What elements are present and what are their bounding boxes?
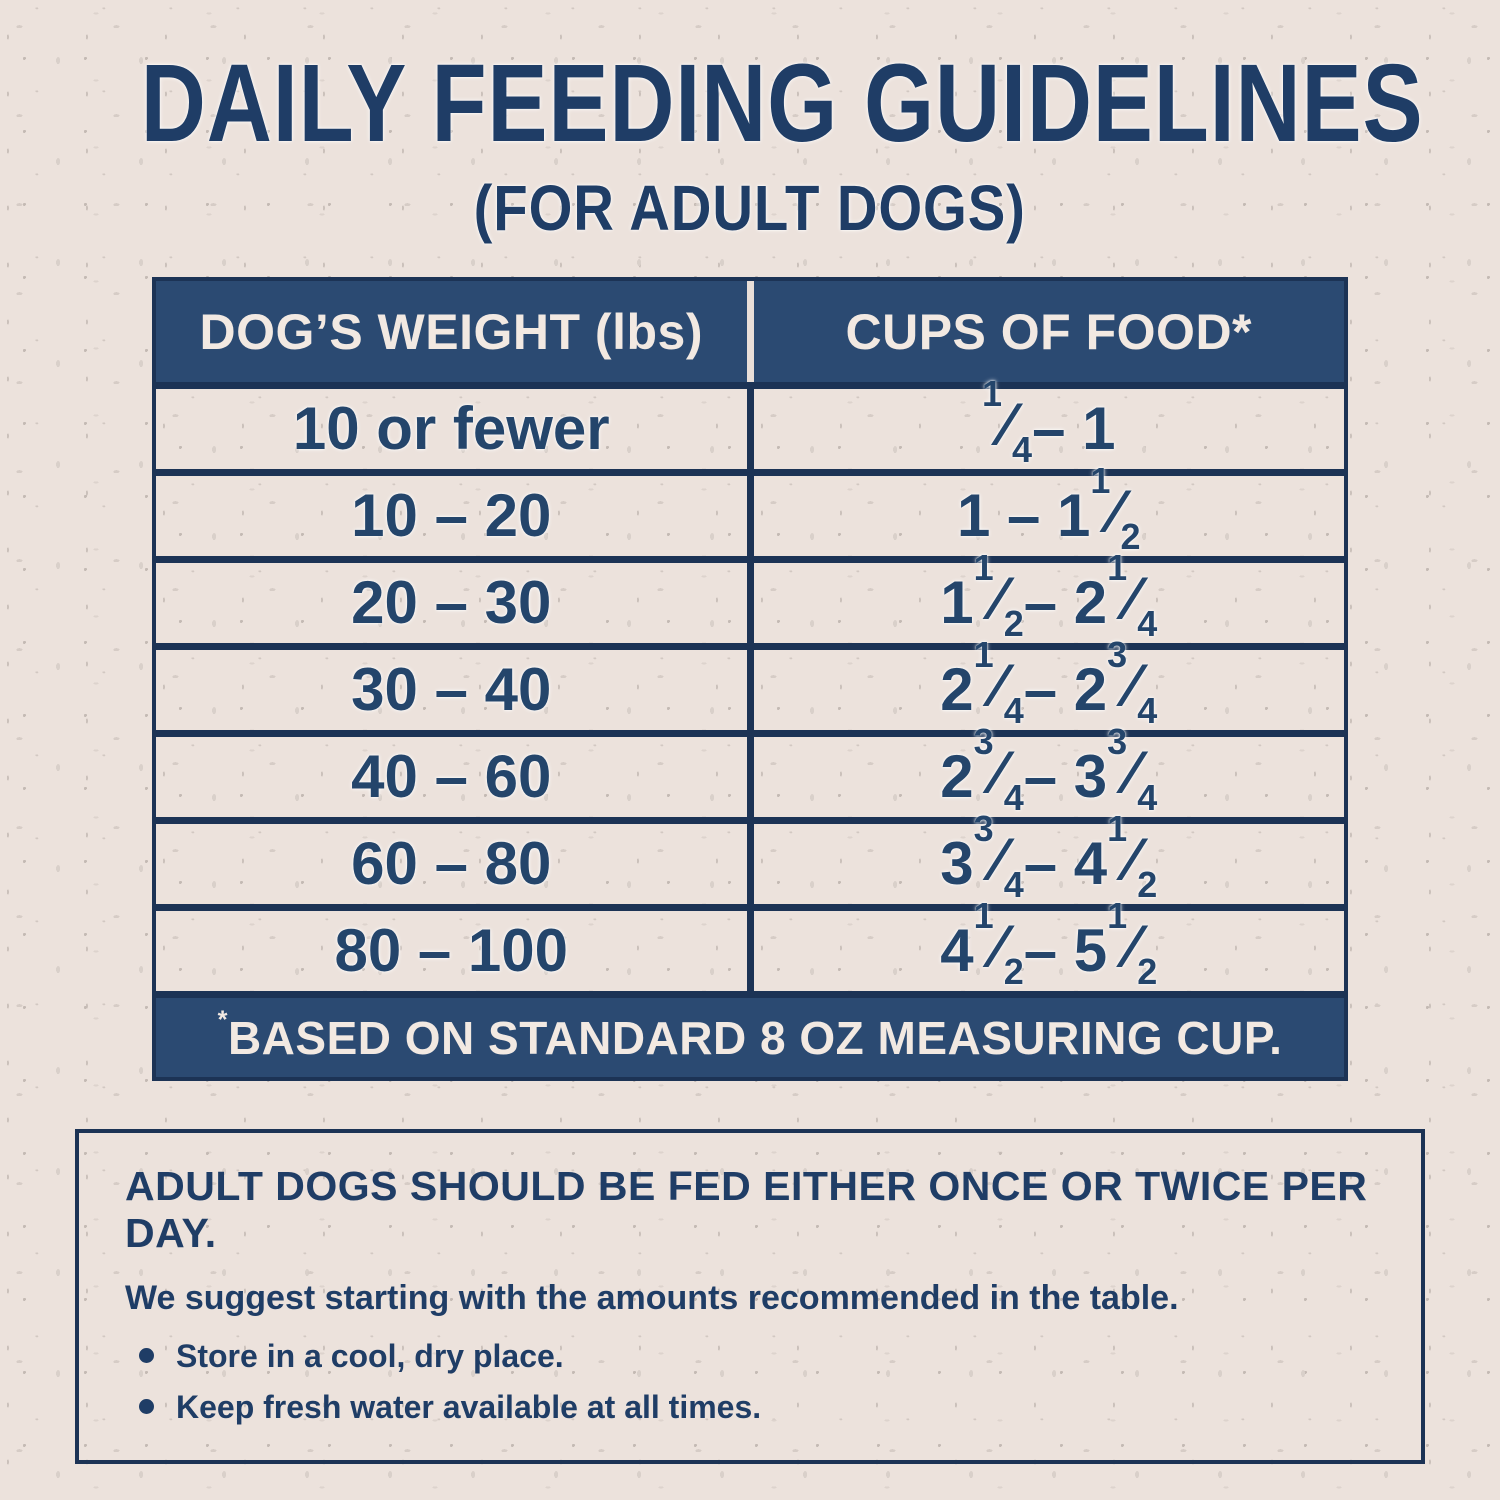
bullet-dot-icon (139, 1348, 154, 1363)
weight-header-cell: DOG’S WEIGHT (lbs) (156, 281, 747, 382)
table-footnote-row: *BASED ON STANDARD 8 OZ MEASURING CUP. (156, 991, 1344, 1077)
cups-cell: 2 1⁄4 – 2 3⁄4 (753, 637, 1344, 730)
weight-cell: 10 – 20 (156, 476, 747, 556)
table-row: 10 or fewer 1⁄4 – 1 (156, 376, 1344, 469)
table-row: 30 – 40 2 1⁄4 – 2 3⁄4 (156, 637, 1344, 730)
table-row: 80 – 100 4 1⁄2 – 5 1⁄2 (156, 898, 1344, 991)
table-row: 40 – 60 2 3⁄4 – 3 3⁄4 (156, 724, 1344, 817)
weight-cell: 10 or fewer (156, 389, 747, 469)
cups-cell: 1 1⁄2 – 2 1⁄4 (753, 550, 1344, 643)
care-bullet-item: Store in a cool, dry place. (125, 1338, 1375, 1375)
weight-cell: 80 – 100 (156, 911, 747, 991)
feeding-frequency-heading: ADULT DOGS SHOULD BE FED EITHER ONCE OR … (125, 1163, 1368, 1256)
table-row: 60 – 80 3 3⁄4 – 4 1⁄2 (156, 811, 1344, 904)
page-subtitle: (FOR ADULT DOGS) (473, 172, 1027, 244)
feeding-table: DOG’S WEIGHT (lbs) CUPS OF FOOD* 10 or f… (152, 277, 1348, 1081)
care-bullet-text: Keep fresh water available at all times. (176, 1389, 762, 1425)
cups-header-cell: CUPS OF FOOD* (753, 281, 1344, 382)
care-info-box: ADULT DOGS SHOULD BE FED EITHER ONCE OR … (75, 1129, 1425, 1464)
care-bullet-item: Keep fresh water available at all times. (125, 1389, 1375, 1426)
cups-cell: 4 1⁄2 – 5 1⁄2 (753, 898, 1344, 991)
weight-cell: 20 – 30 (156, 563, 747, 643)
weight-cell: 40 – 60 (156, 737, 747, 817)
weight-cell: 60 – 80 (156, 824, 747, 904)
footnote-asterisk: * (217, 1006, 228, 1035)
feeding-suggestion-text: We suggest starting with the amounts rec… (125, 1279, 1179, 1317)
footnote-text: BASED ON STANDARD 8 OZ MEASURING CUP. (227, 1011, 1283, 1064)
cups-cell: 3 3⁄4 – 4 1⁄2 (753, 811, 1344, 904)
bullet-dot-icon (139, 1399, 154, 1414)
weight-cell: 30 – 40 (156, 650, 747, 730)
page-title: DAILY FEEDING GUIDELINES (140, 42, 1424, 165)
care-bullet-list: Store in a cool, dry place. Keep fresh w… (125, 1338, 1375, 1426)
cups-cell: 2 3⁄4 – 3 3⁄4 (753, 724, 1344, 817)
table-row: 10 – 20 1 – 1 1⁄2 (156, 463, 1344, 556)
table-row: 20 – 30 1 1⁄2 – 2 1⁄4 (156, 550, 1344, 643)
table-header-row: DOG’S WEIGHT (lbs) CUPS OF FOOD* (156, 281, 1344, 382)
cups-cell: 1⁄4 – 1 (753, 376, 1344, 469)
care-bullet-text: Store in a cool, dry place. (176, 1338, 564, 1374)
cups-cell: 1 – 1 1⁄2 (753, 463, 1344, 556)
